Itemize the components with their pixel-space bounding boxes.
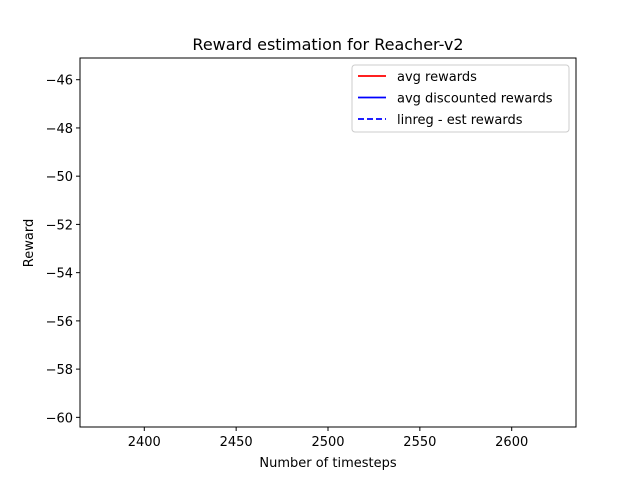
x-tick-label: 2450 <box>220 435 253 450</box>
chart-title: Reward estimation for Reacher-v2 <box>192 35 463 54</box>
legend-box <box>351 64 570 133</box>
y-axis: −46 −48 −50 −52 −54 −56 −58 −60 <box>46 74 80 426</box>
y-tick-label: −48 <box>46 122 73 137</box>
y-tick-label: −58 <box>46 363 73 378</box>
y-axis-title: Reward <box>22 219 37 267</box>
y-tick-label: −60 <box>46 411 73 426</box>
legend: avg rewards avg discounted rewards linreg … <box>351 64 570 133</box>
y-tick-label: −56 <box>46 315 73 330</box>
y-tick-label: −46 <box>46 74 73 89</box>
x-axis-title: Number of timesteps <box>259 456 397 471</box>
y-tick-label: −54 <box>46 267 73 282</box>
x-axis: 2400 2450 2500 2550 2600 <box>128 427 528 450</box>
y-tick-label: −52 <box>46 218 73 233</box>
legend-label: avg discounted rewards <box>397 92 553 107</box>
x-tick-label: 2550 <box>403 435 436 450</box>
y-tick-label: −50 <box>46 170 73 185</box>
x-tick-label: 2500 <box>311 435 344 450</box>
legend-label: avg rewards <box>397 70 477 85</box>
legend-label: linreg - est rewards <box>397 113 523 128</box>
x-tick-label: 2600 <box>495 435 528 450</box>
x-tick-label: 2400 <box>128 435 161 450</box>
